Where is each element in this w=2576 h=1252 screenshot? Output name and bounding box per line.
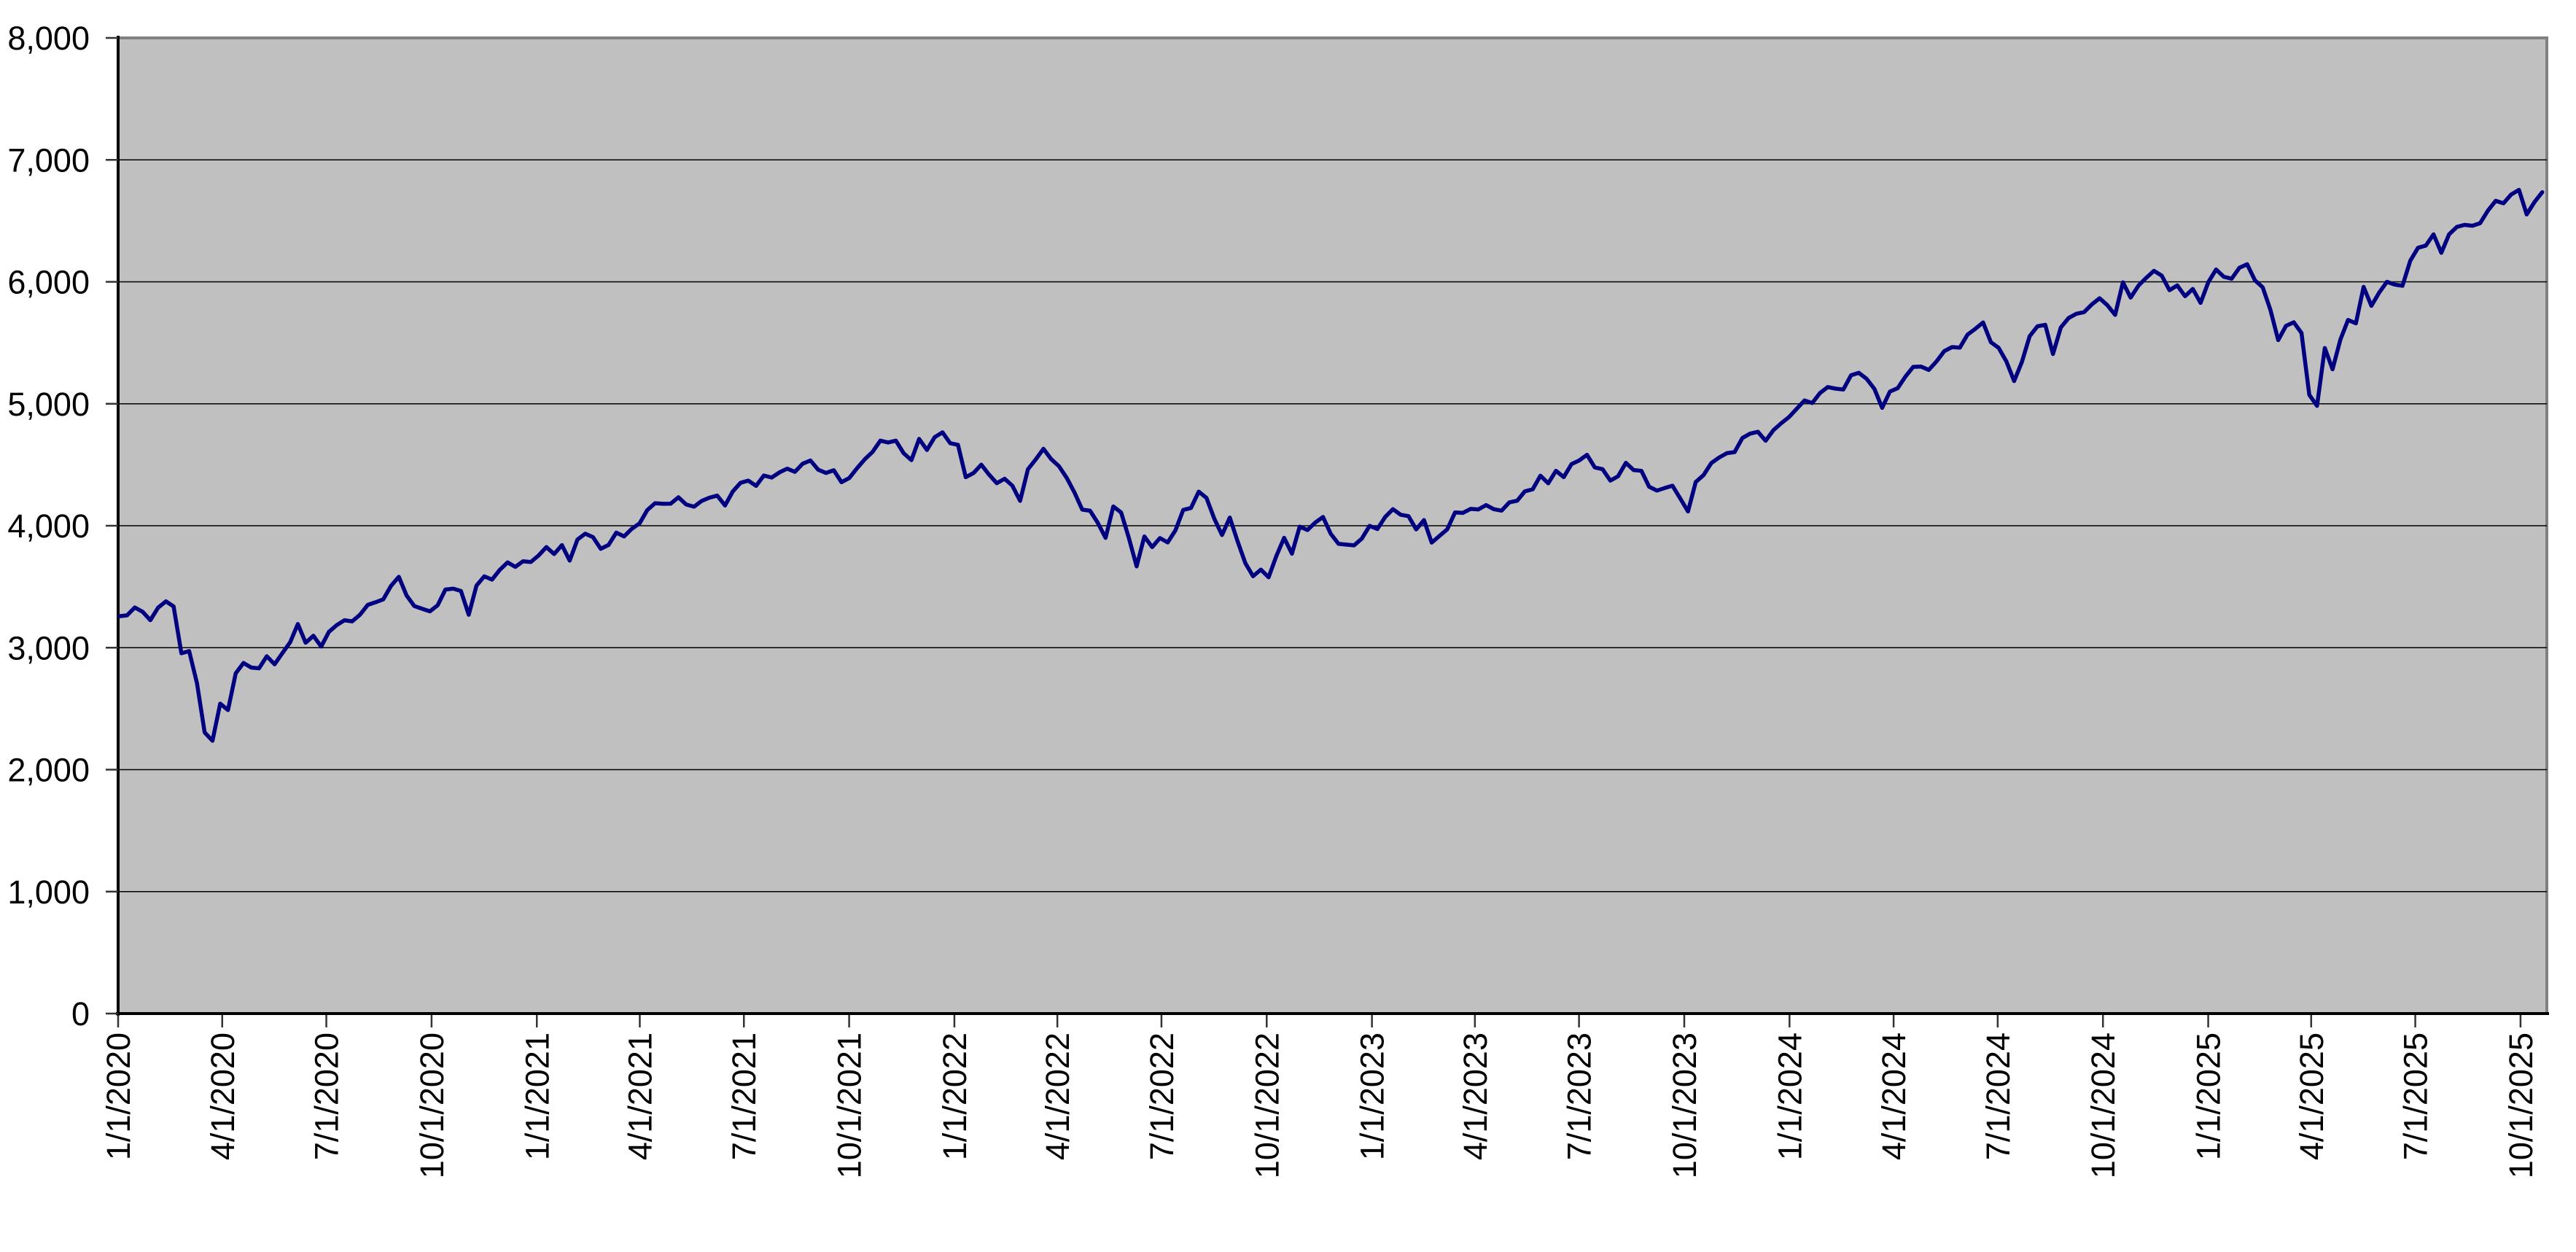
y-axis-tick-label: 0 xyxy=(71,995,90,1033)
x-axis-tick-label: 7/1/2020 xyxy=(308,1033,346,1160)
x-axis-tick-label: 4/1/2021 xyxy=(621,1033,658,1160)
x-axis-tick-label: 4/1/2022 xyxy=(1039,1033,1076,1160)
y-axis-tick-label: 7,000 xyxy=(7,141,90,179)
x-axis-tick-label: 10/1/2024 xyxy=(2085,1033,2122,1178)
x-axis-tick-label: 7/1/2025 xyxy=(2397,1033,2435,1160)
x-axis-tick-label: 10/1/2021 xyxy=(831,1033,868,1178)
x-axis-tick-label: 1/1/2025 xyxy=(2190,1033,2227,1160)
x-axis-tick-label: 1/1/2022 xyxy=(936,1033,973,1160)
x-axis-tick-label: 7/1/2021 xyxy=(725,1033,763,1160)
x-axis-tick-label: 4/1/2024 xyxy=(1875,1033,1912,1160)
y-axis-tick-label: 4,000 xyxy=(7,508,90,545)
y-axis-tick-label: 8,000 xyxy=(7,20,90,57)
y-axis-tick-label: 6,000 xyxy=(7,264,90,301)
x-axis-tick-label: 10/1/2020 xyxy=(413,1033,451,1178)
x-axis-tick-label: 4/1/2020 xyxy=(204,1033,241,1160)
x-axis-tick-label: 10/1/2025 xyxy=(2502,1033,2540,1178)
x-axis-tick-label: 10/1/2023 xyxy=(1666,1033,1703,1178)
x-axis-tick-label: 7/1/2024 xyxy=(1980,1033,2017,1160)
x-axis-tick-label: 1/1/2023 xyxy=(1354,1033,1391,1160)
x-axis-tick-label: 1/1/2021 xyxy=(518,1033,556,1160)
x-axis-tick-label: 7/1/2023 xyxy=(1561,1033,1598,1160)
y-axis-tick-label: 2,000 xyxy=(7,752,90,789)
data-series-line xyxy=(117,187,2545,743)
y-axis-tick-label: 5,000 xyxy=(7,386,90,423)
x-axis-tick-label: 1/1/2020 xyxy=(100,1033,137,1160)
x-axis-tick-label: 1/1/2024 xyxy=(1771,1033,1808,1160)
x-axis-tick-label: 4/1/2025 xyxy=(2293,1033,2330,1160)
y-axis-tick-label: 1,000 xyxy=(7,874,90,911)
x-axis-tick-label: 10/1/2022 xyxy=(1248,1033,1285,1178)
y-axis-tick-label: 3,000 xyxy=(7,629,90,666)
x-axis-tick-label: 4/1/2023 xyxy=(1457,1033,1494,1160)
x-axis-tick-label: 7/1/2022 xyxy=(1143,1033,1180,1160)
